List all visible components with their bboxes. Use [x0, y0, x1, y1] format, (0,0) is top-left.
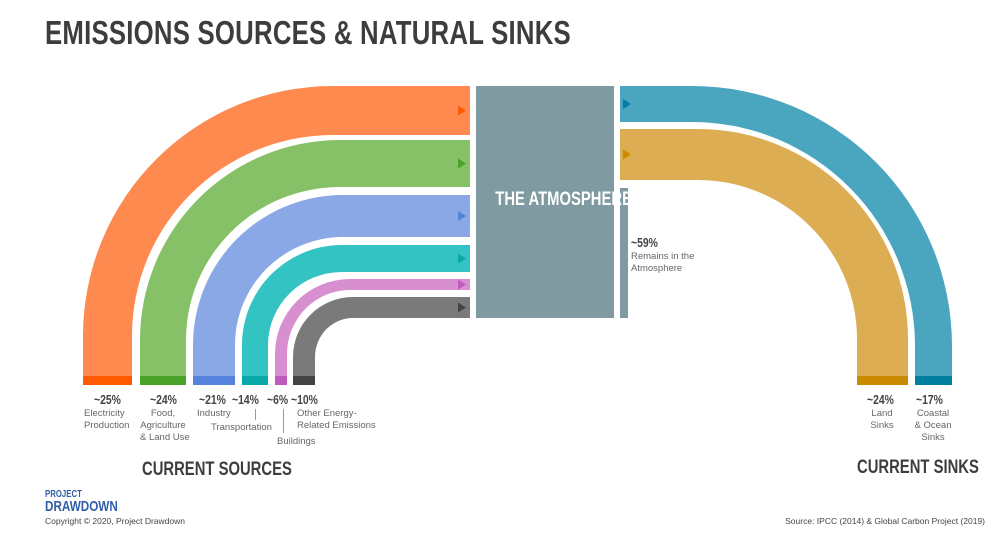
sink-band — [620, 86, 952, 385]
source-band-base — [83, 376, 132, 385]
sink-band-base — [857, 376, 908, 385]
source-label: Food, Agriculture & Land Use — [140, 408, 190, 443]
source-band — [193, 195, 470, 385]
atmosphere-box — [476, 86, 614, 318]
arrow-icon — [458, 253, 466, 264]
leader-line — [255, 409, 256, 420]
arrow-icon — [458, 279, 466, 290]
sources-heading: CURRENT SOURCES — [142, 459, 292, 480]
leader-line — [283, 409, 284, 433]
sink-band — [620, 129, 908, 385]
sink-percent: ~24% — [867, 392, 894, 407]
source-percent: ~14% — [232, 392, 259, 407]
source-band — [275, 279, 470, 385]
copyright: Copyright © 2020, Project Drawdown — [45, 516, 185, 526]
source-band-base — [193, 376, 235, 385]
logo-line2: DRAWDOWN — [45, 498, 118, 515]
page-title: EMISSIONS SOURCES & NATURAL SINKS — [45, 14, 571, 51]
sink-label: Land Sinks — [870, 408, 894, 431]
source-percent: ~21% — [199, 392, 226, 407]
source-percent: ~10% — [291, 392, 318, 407]
logo-line1: PROJECT — [45, 489, 82, 500]
sink-band-base — [915, 376, 952, 385]
remains-bar — [620, 188, 628, 318]
source-band — [83, 86, 470, 385]
source-band-base — [140, 376, 186, 385]
source-band-base — [293, 376, 315, 385]
arrow-icon — [458, 105, 466, 116]
source-label: Buildings — [277, 436, 316, 447]
source-label: Industry — [197, 408, 231, 419]
arrow-icon — [458, 211, 466, 221]
source-percent: ~6% — [267, 392, 289, 407]
sink-label: Coastal & Ocean Sinks — [914, 408, 952, 443]
source-percent: ~24% — [150, 392, 177, 407]
atmosphere-label: THE ATMOSPHERE — [495, 189, 632, 210]
source-label: Electricity Production — [84, 408, 130, 431]
source-citation: Source: IPCC (2014) & Global Carbon Proj… — [785, 516, 985, 526]
arrow-icon — [458, 158, 466, 169]
remains-percent: ~59% — [631, 235, 658, 250]
source-band — [242, 245, 470, 385]
source-band — [293, 297, 470, 385]
sinks-heading: CURRENT SINKS — [857, 457, 979, 478]
source-percent: ~25% — [94, 392, 121, 407]
sink-percent: ~17% — [916, 392, 943, 407]
source-band — [140, 140, 470, 385]
arrow-icon — [458, 302, 466, 313]
arrow-icon — [623, 99, 631, 109]
source-band-base — [275, 376, 287, 385]
arrow-icon — [623, 149, 631, 160]
source-label: Other Energy- Related Emissions — [297, 408, 376, 431]
source-label: Transportation — [211, 422, 272, 433]
source-band-base — [242, 376, 268, 385]
remains-label: Remains in the Atmosphere — [631, 251, 695, 274]
